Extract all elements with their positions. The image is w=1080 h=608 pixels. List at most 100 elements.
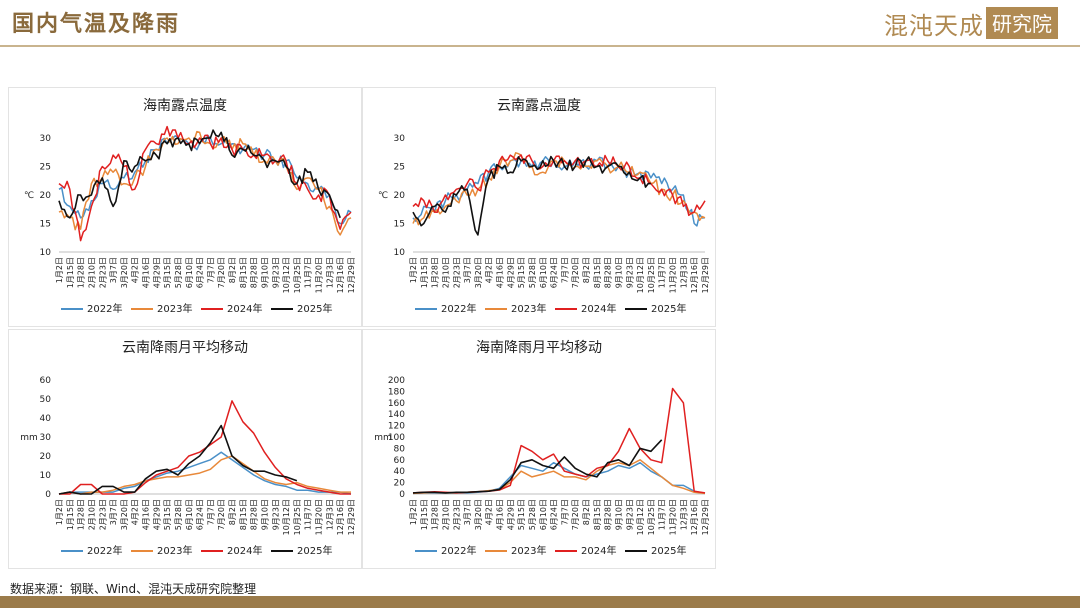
- legend-label: 2024年: [581, 544, 616, 557]
- x-tick-label: 9月23日: [625, 499, 634, 530]
- chart-title: 云南降雨月平均移动: [122, 340, 248, 356]
- x-tick-label: 1月28日: [431, 257, 440, 288]
- x-tick-label: 12月29日: [701, 499, 710, 535]
- x-tick-label: 11月20日: [669, 257, 678, 293]
- x-tick-label: 1月15日: [420, 499, 429, 530]
- y-tick-label: 80: [394, 444, 406, 454]
- x-tick-label: 11月7日: [658, 499, 667, 530]
- x-tick-label: 3月20日: [474, 257, 483, 288]
- y-tick-label: 60: [394, 456, 406, 466]
- x-tick-label: 10月12日: [636, 499, 645, 535]
- x-tick-label: 5月28日: [528, 499, 537, 530]
- x-tick-label: 1月28日: [77, 499, 86, 530]
- series-line-2024年: [412, 154, 706, 217]
- series-line-2024年: [59, 400, 351, 495]
- x-tick-label: 1月28日: [77, 257, 86, 288]
- legend-label: 2025年: [651, 302, 686, 315]
- y-tick-label: 100: [388, 433, 405, 443]
- legend-label: 2023年: [511, 302, 546, 315]
- y-tick-label: 60: [40, 376, 52, 386]
- y-tick-label: 30: [40, 134, 52, 144]
- series-line-2025年: [412, 439, 663, 494]
- x-tick-label: 12月29日: [347, 499, 356, 535]
- x-tick-label: 11月20日: [315, 257, 324, 293]
- legend-label: 2024年: [227, 302, 262, 315]
- x-tick-label: 10月25日: [293, 499, 302, 535]
- x-tick-label: 12月3日: [325, 257, 334, 288]
- x-tick-label: 10月12日: [282, 499, 291, 535]
- x-tick-label: 1月2日: [55, 257, 64, 283]
- x-tick-label: 5月15日: [517, 257, 526, 288]
- x-tick-label: 7月7日: [206, 499, 215, 525]
- x-tick-label: 4月2日: [485, 257, 494, 283]
- x-tick-label: 6月10日: [185, 499, 194, 530]
- x-tick-label: 2月10日: [441, 499, 450, 530]
- x-tick-label: 1月2日: [55, 499, 64, 525]
- x-tick-label: 3月7日: [463, 257, 472, 283]
- series-line-2022年: [58, 451, 352, 495]
- x-tick-label: 8月28日: [604, 499, 613, 530]
- x-tick-label: 8月15日: [239, 257, 248, 288]
- chart-hainan-dew: 海南露点温度 10 15 20 25 30 ℃ 1月2日 1月15日 1月28日 2月10日 2月23…: [24, 98, 356, 315]
- y-tick-label: 40: [40, 414, 52, 424]
- x-tick-label: 6月24日: [196, 499, 205, 530]
- x-tick-label: 12月16日: [336, 499, 345, 535]
- chart-panel-hainan-dew: 海南露点温度 10 15 20 25 30 ℃ 1月2日 1月15日 1月28日 2月10日 2月23…: [8, 87, 362, 327]
- x-tick-label: 4月29日: [506, 499, 515, 530]
- x-tick-label: 8月2日: [582, 257, 591, 283]
- y-tick-label: 20: [394, 479, 406, 489]
- x-tick-label: 6月24日: [550, 257, 559, 288]
- x-tick-label: 12月16日: [336, 257, 345, 293]
- x-tick-label: 7月7日: [560, 499, 569, 525]
- x-tick-label: 8月28日: [250, 499, 259, 530]
- chart-title: 海南降雨月平均移动: [476, 340, 602, 356]
- x-tick-label: 12月3日: [679, 257, 688, 288]
- x-tick-label: 12月3日: [325, 499, 334, 530]
- x-tick-label: 5月15日: [163, 499, 172, 530]
- x-tick-label: 2月23日: [98, 499, 107, 530]
- x-tick-label: 12月29日: [347, 257, 356, 293]
- x-tick-label: 3月7日: [109, 257, 118, 283]
- x-tick-label: 2月10日: [87, 257, 96, 288]
- series-line-2022年: [412, 461, 706, 495]
- x-tick-label: 1月2日: [409, 499, 418, 525]
- y-tick-label: 25: [40, 163, 51, 173]
- legend-label: 2025年: [297, 302, 332, 315]
- x-tick-label: 7月7日: [206, 257, 215, 283]
- x-tick-label: 2月23日: [452, 257, 461, 288]
- x-tick-label: 5月28日: [174, 257, 183, 288]
- x-tick-label: 4月16日: [142, 499, 151, 530]
- data-source-note: 数据来源：钢联、Wind、混沌天成研究院整理: [10, 582, 257, 596]
- series-line-2023年: [58, 455, 351, 495]
- series-line-2023年: [412, 152, 706, 226]
- y-tick-label: 180: [388, 387, 405, 397]
- x-tick-label: 11月7日: [658, 257, 667, 288]
- x-tick-label: 8月2日: [228, 257, 237, 283]
- x-tick-label: 12月16日: [690, 257, 699, 293]
- x-tick-label: 6月10日: [539, 257, 548, 288]
- x-tick-label: 2月10日: [441, 257, 450, 288]
- y-tick-label: 20: [394, 191, 406, 201]
- x-tick-label: 9月10日: [614, 257, 623, 288]
- x-tick-label: 5月15日: [163, 257, 172, 288]
- x-tick-label: 3月7日: [109, 499, 118, 525]
- x-tick-label: 12月16日: [690, 499, 699, 535]
- x-tick-label: 6月24日: [196, 257, 205, 288]
- y-axis-label: ℃: [24, 191, 34, 201]
- x-tick-label: 8月28日: [604, 257, 613, 288]
- y-tick-label: 40: [394, 467, 406, 477]
- logo-box-text: 研究院: [986, 7, 1058, 39]
- x-tick-label: 11月20日: [669, 499, 678, 535]
- x-tick-label: 8月15日: [593, 499, 602, 530]
- chart-panel-yunnan-dew: 云南露点温度 10 15 20 25 30 ℃ 1月2日 1月15日 1月28日 2月10日 2月23…: [362, 87, 716, 327]
- x-tick-label: 10月25日: [647, 499, 656, 535]
- y-tick-label: 0: [399, 490, 405, 500]
- y-tick-label: 0: [45, 490, 51, 500]
- legend-label: 2025年: [651, 544, 686, 557]
- x-tick-label: 3月7日: [463, 499, 472, 525]
- x-tick-label: 5月15日: [517, 499, 526, 530]
- x-tick-label: 9月23日: [271, 499, 280, 530]
- y-tick-label: 30: [40, 433, 52, 443]
- x-tick-label: 1月2日: [409, 257, 418, 283]
- x-tick-label: 1月15日: [66, 257, 75, 288]
